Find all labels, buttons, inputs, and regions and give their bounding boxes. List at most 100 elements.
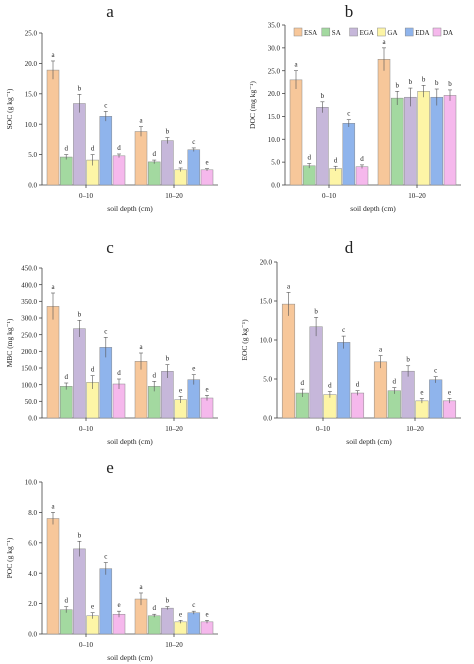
x-tick-label: 0–10 — [79, 192, 94, 200]
y-tick-label: 300.0 — [21, 315, 37, 323]
y-tick-label: 20.0 — [25, 60, 38, 68]
significance-letter: d — [117, 369, 121, 377]
y-tick-label: 2.0 — [28, 600, 37, 608]
significance-letter: b — [435, 79, 439, 87]
significance-letter: b — [395, 81, 399, 89]
x-axis-label: soil depth (cm) — [107, 653, 153, 662]
y-tick-label: 50.0 — [25, 398, 38, 406]
bar — [174, 621, 187, 635]
y-tick-label: 0.0 — [28, 415, 37, 423]
significance-letter: a — [294, 61, 298, 69]
y-tick-label: 250.0 — [21, 331, 37, 339]
bar — [200, 621, 214, 635]
bar — [134, 131, 148, 186]
panel-title-c: c — [106, 238, 114, 257]
y-tick-label: 100.0 — [21, 381, 37, 389]
legend-swatch-sa — [321, 27, 331, 37]
x-tick-label: 0–10 — [316, 425, 331, 433]
significance-letter: c — [342, 326, 345, 334]
bar — [337, 342, 351, 419]
significance-letter: d — [360, 155, 364, 163]
legend-label-esa: ESA — [304, 29, 317, 37]
bar — [442, 400, 457, 419]
x-tick-label: 0–10 — [322, 192, 337, 200]
bar — [73, 328, 86, 419]
panel-title-a: a — [106, 2, 114, 21]
bar — [187, 149, 201, 186]
legend-label-ga: GA — [387, 29, 397, 37]
chart-panel-e: e 0.0 2.0 4.0 6.0 8.0 10.0 POC (g kg⁻¹) a d b e c e 0–… — [5, 458, 218, 662]
y-tick-label: 25.0 — [268, 67, 281, 75]
bar — [390, 97, 404, 186]
bar — [281, 303, 296, 419]
bar — [59, 156, 73, 186]
y-axis-label: MBC (mg kg⁻¹) — [5, 318, 14, 367]
x-axis-label: soil depth (cm) — [107, 204, 153, 213]
y-tick-label: 200.0 — [21, 348, 37, 356]
bar — [350, 392, 365, 419]
y-tick-label: 15.0 — [260, 298, 273, 306]
significance-letter: d — [301, 379, 305, 387]
bar — [174, 169, 187, 186]
significance-letter: c — [347, 110, 350, 118]
bar — [73, 103, 86, 186]
bar — [430, 96, 444, 186]
bar — [200, 397, 214, 419]
y-tick-label: 5.0 — [28, 151, 37, 159]
significance-letter: b — [409, 78, 413, 86]
y-tick-label: 20.0 — [260, 259, 273, 267]
y-tick-label: 5.0 — [263, 376, 272, 384]
y-tick-label: 10.0 — [268, 136, 281, 144]
significance-letter: b — [448, 80, 452, 88]
y-tick-label: 10.0 — [260, 337, 273, 345]
x-tick-label: 10–20 — [406, 425, 424, 433]
significance-letter: d — [393, 378, 397, 386]
significance-letter: b — [78, 310, 82, 318]
y-tick-label: 350.0 — [21, 298, 37, 306]
significance-letter: b — [406, 356, 410, 364]
significance-letter: a — [287, 282, 291, 290]
significance-letter: c — [104, 101, 107, 109]
bar — [187, 379, 201, 419]
y-tick-label: 400.0 — [21, 281, 37, 289]
y-axis-label: SOC (g kg⁻¹) — [5, 88, 14, 129]
bar — [147, 615, 161, 635]
y-axis-label: POC (g kg⁻¹) — [5, 537, 14, 578]
y-tick-label: 15.0 — [25, 90, 38, 98]
y-tick-label: 30.0 — [268, 44, 281, 52]
significance-letter: c — [192, 601, 195, 609]
bar — [112, 155, 126, 186]
y-tick-label: 450.0 — [21, 265, 37, 273]
significance-letter: e — [179, 610, 182, 618]
y-tick-label: 10.0 — [25, 479, 38, 487]
significance-letter: e — [205, 610, 208, 618]
bar — [59, 609, 73, 635]
significance-letter: c — [104, 327, 107, 335]
x-tick-label: 10–20 — [165, 641, 183, 649]
x-axis-label: soil depth (cm) — [107, 437, 153, 446]
bar — [323, 394, 337, 419]
chart-panel-a: a 0.0 5.0 10.0 15.0 20.0 25.0 SOC (g kg⁻¹) a d b d c… — [5, 2, 218, 213]
significance-letter: d — [117, 144, 121, 152]
significance-letter: b — [166, 128, 170, 136]
significance-letter: d — [64, 597, 68, 605]
y-tick-label: 5.0 — [271, 159, 280, 167]
bar — [161, 140, 174, 186]
bar — [73, 548, 86, 635]
significance-letter: a — [51, 51, 55, 59]
significance-letter: e — [420, 389, 423, 397]
panel-title-e: e — [106, 458, 114, 477]
significance-letter: e — [179, 386, 182, 394]
bar — [99, 347, 113, 419]
bar — [161, 371, 174, 419]
bar — [377, 59, 391, 186]
significance-letter: a — [139, 343, 143, 351]
bar — [316, 107, 329, 186]
bar — [134, 361, 148, 419]
significance-letter: c — [104, 553, 107, 561]
x-tick-label: 10–20 — [408, 192, 426, 200]
chart-panel-d: d 0.0 5.0 10.0 15.0 20.0 EOC (g kg⁻¹) a d b d c d 0–1… — [240, 238, 461, 446]
significance-letter: d — [152, 371, 156, 379]
significance-letter: e — [205, 159, 208, 167]
